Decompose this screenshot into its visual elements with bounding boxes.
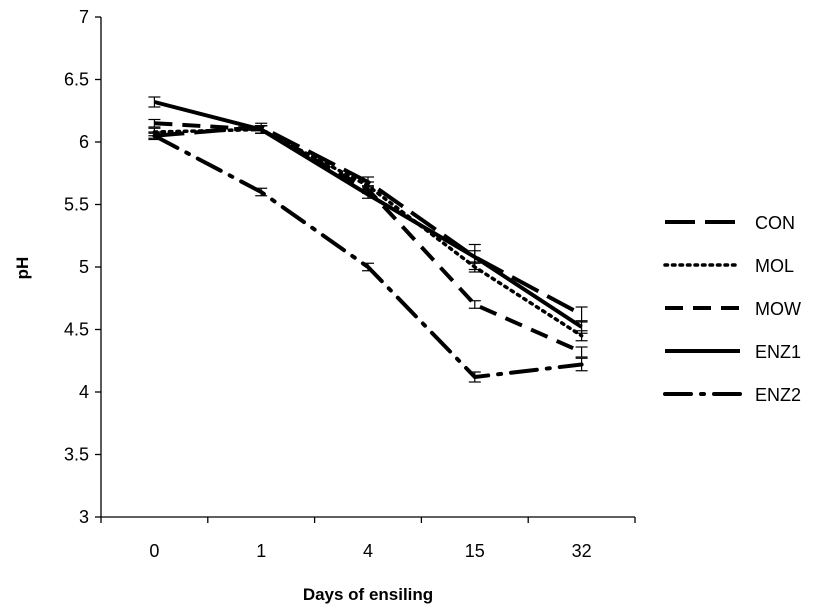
- error-bar: [468, 250, 481, 264]
- error-bar: [575, 320, 588, 334]
- series-enz2: [148, 132, 588, 383]
- error-bar: [468, 371, 481, 383]
- legend-label: MOW: [755, 299, 801, 319]
- error-bar: [148, 96, 161, 108]
- x-tick-label: 1: [256, 541, 266, 561]
- error-bar: [255, 125, 268, 134]
- y-tick-label: 3.5: [64, 445, 89, 465]
- legend-label: CON: [755, 213, 795, 233]
- y-tick-label: 7: [79, 7, 89, 27]
- error-bar: [255, 187, 268, 197]
- legend-label: MOL: [755, 256, 794, 276]
- y-tick-label: 4.5: [64, 320, 89, 340]
- y-tick-label: 5: [79, 257, 89, 277]
- legend-item: ENZ1: [665, 342, 801, 362]
- legend-item: MOW: [665, 299, 801, 319]
- legend: CON MOL MOW ENZ1 ENZ2: [663, 213, 801, 405]
- x-ticks: 0 1 4 15 32: [100, 517, 636, 561]
- series-line: [152, 133, 584, 379]
- error-bar: [362, 262, 374, 272]
- series-line: [152, 127, 584, 338]
- x-tick-label: 15: [465, 541, 485, 561]
- error-bar: [575, 306, 588, 323]
- y-tick-label: 5.5: [64, 195, 89, 215]
- series-enz1: [148, 96, 588, 334]
- y-axis-title: pH: [13, 257, 32, 280]
- series-mol: [148, 125, 588, 342]
- legend-label: ENZ1: [755, 342, 801, 362]
- series-mow: [148, 118, 588, 358]
- legend-label: ENZ2: [755, 385, 801, 405]
- series-line: [154, 121, 583, 354]
- y-tick-label: 3: [79, 507, 89, 527]
- y-tick-label: 4: [79, 382, 89, 402]
- x-tick-label: 0: [149, 541, 159, 561]
- error-bar: [468, 300, 481, 309]
- y-tick-label: 6: [79, 132, 89, 152]
- error-bar: [362, 190, 374, 199]
- legend-item: ENZ2: [663, 385, 801, 405]
- error-bar: [575, 357, 588, 372]
- error-bar: [575, 346, 588, 358]
- x-axis-title: Days of ensiling: [303, 585, 433, 604]
- y-ticks: 3 3.5 4 4.5 5 5.5 6 6.5 7: [64, 7, 101, 527]
- y-tick-label: 6.5: [64, 70, 89, 90]
- series-layer: [148, 96, 588, 383]
- error-bar: [148, 118, 161, 128]
- error-bar: [148, 132, 161, 139]
- legend-item: CON: [665, 213, 795, 233]
- legend-item: MOL: [663, 256, 794, 276]
- x-tick-label: 4: [363, 541, 373, 561]
- x-tick-label: 32: [572, 541, 592, 561]
- series-con: [148, 122, 588, 323]
